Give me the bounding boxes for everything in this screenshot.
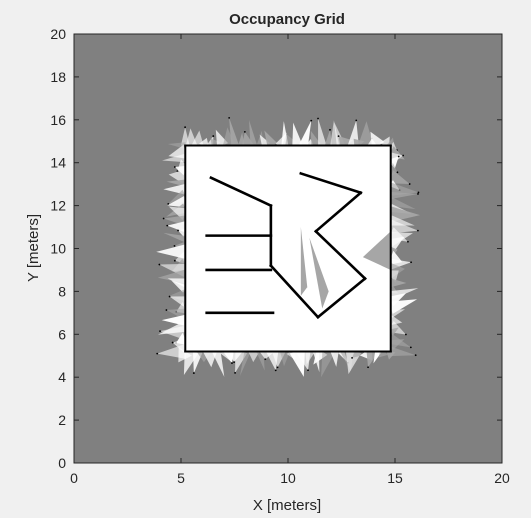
x-tick-label: 5 bbox=[177, 470, 185, 486]
scan-noise-dot bbox=[172, 342, 174, 344]
scan-noise-dot bbox=[418, 192, 420, 194]
scan-noise-dot bbox=[177, 230, 179, 232]
scan-noise-dot bbox=[184, 126, 186, 128]
y-tick-label: 2 bbox=[58, 412, 66, 428]
scan-noise-dot bbox=[174, 166, 176, 168]
scan-noise-dot bbox=[231, 362, 233, 364]
x-tick-label: 15 bbox=[387, 470, 403, 486]
scan-noise-dot bbox=[174, 245, 176, 247]
scan-noise-dot bbox=[397, 171, 399, 173]
scan-noise-dot bbox=[158, 264, 160, 266]
chart-title: Occupancy Grid bbox=[229, 11, 345, 28]
scan-noise-dot bbox=[402, 155, 404, 157]
scan-noise-dot bbox=[317, 118, 319, 120]
scan-noise-dot bbox=[417, 230, 419, 232]
scan-noise-dot bbox=[367, 366, 369, 368]
scan-noise-dot bbox=[163, 218, 165, 220]
scan-noise-dot bbox=[415, 354, 417, 356]
scan-noise-dot bbox=[417, 193, 419, 195]
scan-noise-dot bbox=[307, 369, 309, 371]
scan-noise-dot bbox=[212, 135, 214, 137]
scan-noise-dot bbox=[193, 372, 195, 374]
y-tick-label: 10 bbox=[50, 241, 66, 257]
y-tick-label: 12 bbox=[50, 198, 66, 214]
x-axis-label: X [meters] bbox=[253, 497, 321, 514]
scan-noise-dot bbox=[169, 296, 171, 298]
scan-noise-dot bbox=[351, 357, 353, 359]
scan-noise-dot bbox=[398, 156, 400, 158]
scan-noise-dot bbox=[166, 225, 168, 227]
scan-noise-dot bbox=[228, 117, 230, 119]
y-tick-label: 4 bbox=[58, 369, 66, 385]
scan-noise-dot bbox=[234, 372, 236, 374]
scan-noise-dot bbox=[165, 309, 167, 311]
scan-noise-dot bbox=[156, 353, 158, 355]
scan-noise-dot bbox=[159, 330, 161, 332]
scan-noise-dot bbox=[338, 135, 340, 137]
scan-noise-dot bbox=[264, 358, 266, 360]
y-tick-label: 20 bbox=[50, 26, 66, 42]
x-tick-label: 0 bbox=[70, 470, 78, 486]
y-tick-label: 16 bbox=[50, 112, 66, 128]
y-tick-label: 6 bbox=[58, 326, 66, 342]
y-tick-label: 18 bbox=[50, 69, 66, 85]
scan-noise-dot bbox=[310, 120, 312, 122]
scan-noise-dot bbox=[407, 241, 409, 243]
scan-noise-dot bbox=[405, 334, 407, 336]
scan-noise-dot bbox=[275, 369, 277, 371]
plot-area bbox=[74, 34, 502, 463]
scan-noise-dot bbox=[277, 366, 279, 368]
x-tick-label: 20 bbox=[494, 470, 510, 486]
scan-noise-dot bbox=[233, 361, 235, 363]
scan-noise-dot bbox=[355, 120, 357, 122]
scan-noise-dot bbox=[410, 261, 412, 263]
scan-noise-dot bbox=[244, 131, 246, 133]
free-space-region bbox=[185, 146, 390, 352]
y-axis-label: Y [meters] bbox=[25, 214, 42, 282]
y-tick-label: 0 bbox=[58, 455, 66, 471]
scan-noise-dot bbox=[410, 346, 412, 348]
y-tick-label: 14 bbox=[50, 155, 66, 171]
scan-noise-dot bbox=[409, 183, 411, 185]
scan-noise-dot bbox=[329, 129, 331, 131]
y-tick-label: 8 bbox=[58, 283, 66, 299]
x-tick-label: 10 bbox=[280, 470, 296, 486]
scan-noise-dot bbox=[174, 260, 176, 262]
